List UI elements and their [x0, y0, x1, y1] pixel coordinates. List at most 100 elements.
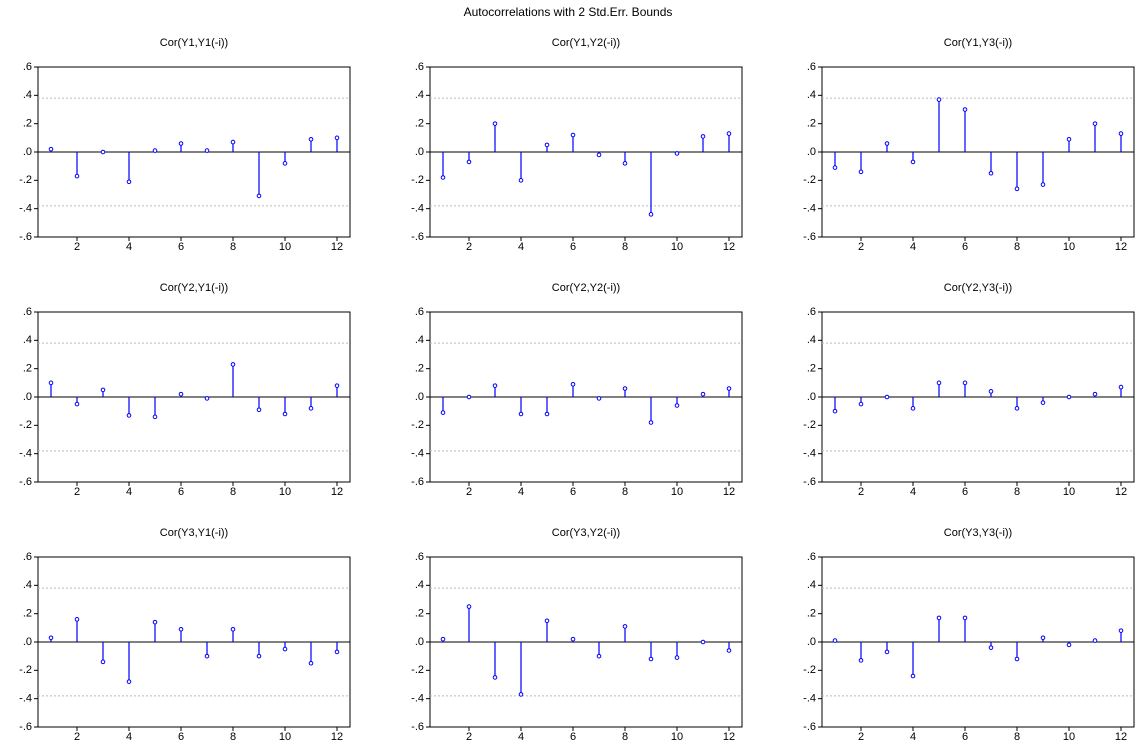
stem-marker	[544, 618, 550, 624]
y-tick-label: -.6	[803, 476, 816, 488]
y-tick-label: .4	[415, 579, 424, 591]
stem-marker	[832, 638, 838, 643]
x-tick-label: 4	[910, 241, 916, 253]
x-tick-label: 6	[962, 241, 968, 253]
y-tick-label: .0	[23, 636, 32, 648]
stem-marker	[832, 408, 838, 414]
x-tick-label: 2	[858, 486, 864, 498]
x-tick-label: 12	[723, 731, 735, 742]
y-tick-label: -.6	[19, 721, 32, 733]
y-tick-label: .0	[415, 146, 424, 158]
x-tick-label: 10	[279, 241, 291, 253]
stem-marker	[910, 673, 916, 679]
stem-marker	[858, 658, 864, 663]
stem-marker	[152, 414, 158, 420]
stem-marker	[126, 679, 132, 684]
stem-marker	[74, 617, 80, 622]
stem-marker	[48, 380, 54, 386]
y-tick-label: -.2	[411, 664, 424, 676]
x-tick-label: 6	[178, 241, 184, 253]
stem-marker	[1118, 131, 1124, 136]
stem-marker	[230, 362, 236, 367]
x-tick-label: 2	[74, 241, 80, 253]
y-tick-label: .0	[415, 391, 424, 403]
y-tick-label: .6	[807, 61, 816, 73]
y-tick-label: .4	[23, 579, 32, 591]
x-tick-label: 8	[230, 486, 236, 498]
x-tick-label: 10	[1063, 241, 1075, 253]
x-tick-label: 6	[570, 241, 576, 253]
stem-marker	[726, 648, 732, 653]
stem-marker	[256, 193, 262, 199]
stem-marker	[936, 380, 942, 386]
stem-marker	[204, 396, 210, 401]
stem-marker	[334, 135, 340, 141]
y-tick-label: .0	[415, 636, 424, 648]
stem-marker	[726, 131, 732, 136]
y-tick-label: .6	[415, 306, 424, 318]
x-tick-label: 8	[230, 731, 236, 742]
stem-marker	[988, 389, 994, 394]
y-tick-label: -.6	[411, 231, 424, 243]
stem-marker	[518, 411, 524, 417]
x-tick-label: 8	[1014, 486, 1020, 498]
stem-marker	[334, 649, 340, 655]
stem-marker	[518, 178, 524, 183]
y-tick-label: .2	[415, 608, 424, 620]
y-tick-label: .6	[23, 306, 32, 318]
stem-marker	[936, 615, 942, 621]
stem-marker	[100, 387, 106, 393]
y-tick-label: .6	[807, 306, 816, 318]
x-tick-label: 12	[331, 731, 343, 742]
x-tick-label: 12	[723, 241, 735, 253]
x-tick-label: 6	[962, 731, 968, 742]
stem-marker	[178, 626, 184, 632]
y-tick-label: -.2	[803, 664, 816, 676]
stem-marker	[440, 636, 446, 642]
y-tick-label: .4	[415, 334, 424, 346]
y-tick-label: -.4	[411, 693, 424, 705]
stem-marker	[700, 639, 706, 645]
stem-marker	[988, 645, 994, 650]
stem-marker	[648, 656, 654, 662]
y-tick-label: .6	[23, 551, 32, 563]
stem-marker	[1066, 394, 1072, 400]
y-tick-label: -.4	[411, 203, 424, 215]
stem-marker	[858, 169, 864, 175]
x-tick-label: 8	[230, 241, 236, 253]
stem-marker	[48, 635, 54, 641]
stem-marker	[674, 655, 680, 660]
stem-marker	[622, 386, 628, 391]
chart-title: Cor(Y1,Y1(-i))	[160, 37, 228, 49]
stem-marker	[988, 170, 994, 176]
x-tick-label: 4	[518, 486, 524, 498]
x-tick-label: 4	[910, 486, 916, 498]
stem-marker	[1092, 121, 1098, 126]
stem-marker	[1040, 182, 1046, 187]
y-tick-label: -.2	[411, 174, 424, 186]
stem-marker	[910, 406, 916, 411]
stem-marker	[884, 394, 890, 400]
x-tick-label: 12	[1115, 241, 1127, 253]
y-tick-label: -.4	[803, 693, 816, 705]
y-tick-label: .6	[415, 61, 424, 73]
stem-marker	[832, 165, 838, 170]
stem-marker	[334, 383, 340, 388]
stem-marker	[230, 626, 236, 632]
x-tick-label: 10	[671, 731, 683, 742]
y-tick-label: -.4	[19, 693, 32, 705]
y-tick-label: -.6	[19, 476, 32, 488]
stem-marker	[544, 411, 550, 417]
x-tick-label: 4	[126, 731, 132, 742]
chart-title: Cor(Y1,Y3(-i))	[944, 37, 1012, 49]
x-tick-label: 12	[331, 241, 343, 253]
y-tick-label: .6	[23, 61, 32, 73]
stem-marker	[440, 175, 446, 180]
y-tick-label: -.2	[19, 174, 32, 186]
y-tick-label: .0	[807, 146, 816, 158]
x-tick-label: 2	[466, 241, 472, 253]
x-tick-label: 12	[723, 486, 735, 498]
stem-marker	[152, 148, 158, 153]
stem-marker	[884, 141, 890, 146]
y-tick-label: .2	[23, 363, 32, 375]
